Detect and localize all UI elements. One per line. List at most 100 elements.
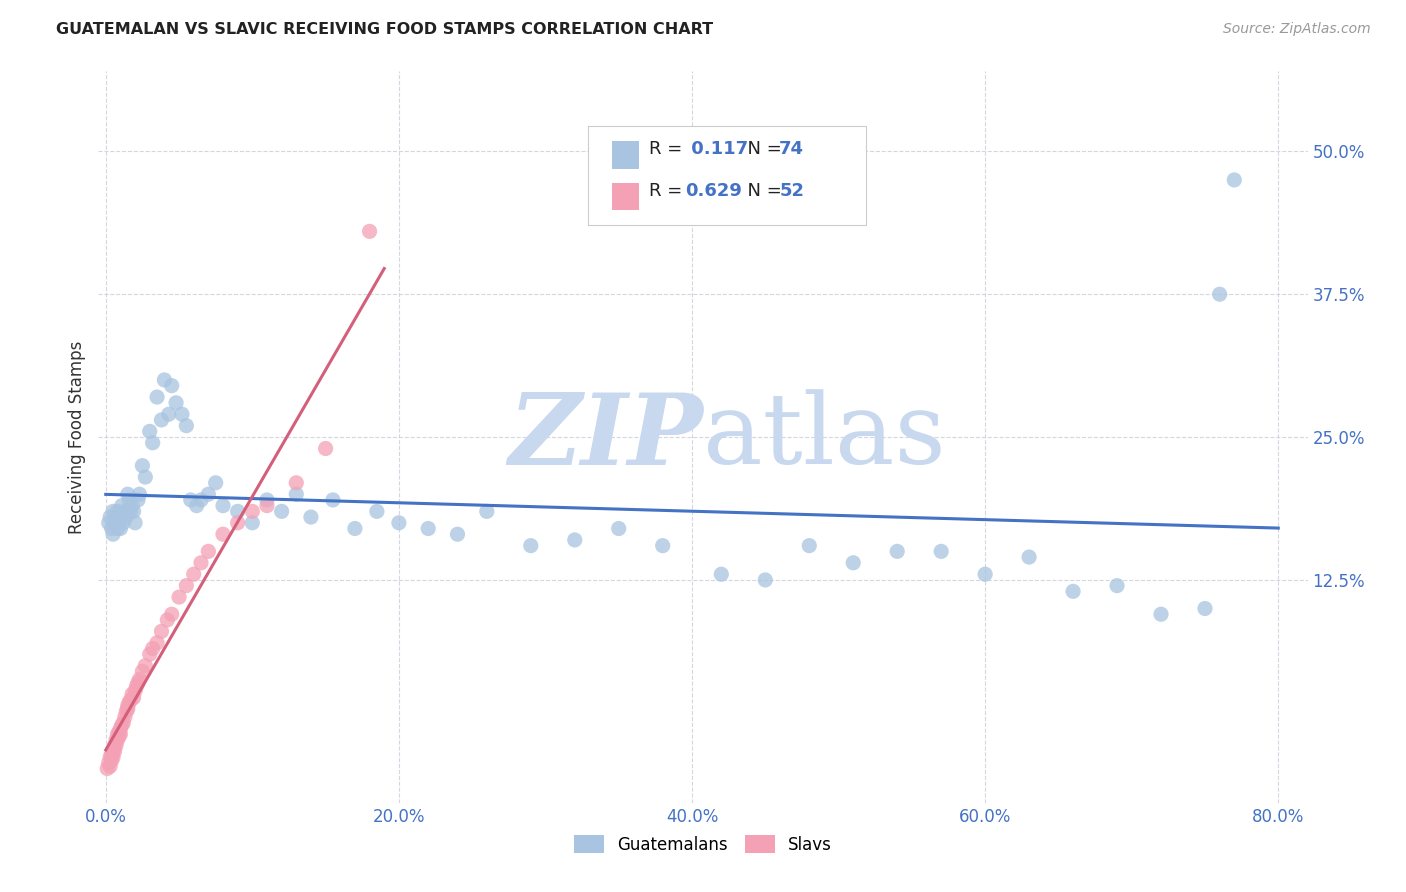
Point bbox=[103, 516, 125, 530]
Point bbox=[105, 739, 128, 753]
Point bbox=[108, 516, 131, 530]
Point bbox=[100, 754, 122, 768]
Point bbox=[212, 499, 235, 513]
Point bbox=[97, 516, 120, 530]
Point bbox=[186, 499, 208, 513]
Point bbox=[117, 504, 139, 518]
Point bbox=[115, 510, 138, 524]
Point bbox=[96, 762, 118, 776]
Point bbox=[1194, 601, 1216, 615]
Point bbox=[117, 702, 139, 716]
Point bbox=[1150, 607, 1173, 622]
Point bbox=[134, 470, 156, 484]
Point bbox=[134, 658, 156, 673]
Point bbox=[475, 504, 498, 518]
Point bbox=[153, 373, 176, 387]
Point bbox=[124, 683, 146, 698]
Point bbox=[124, 516, 146, 530]
Point bbox=[110, 722, 132, 736]
Point bbox=[388, 516, 411, 530]
Point bbox=[240, 516, 263, 530]
Text: Source: ZipAtlas.com: Source: ZipAtlas.com bbox=[1223, 22, 1371, 37]
Text: N =: N = bbox=[735, 140, 787, 158]
Point bbox=[204, 475, 226, 490]
Point bbox=[1105, 579, 1128, 593]
Point bbox=[107, 504, 129, 518]
Point bbox=[122, 690, 145, 705]
Text: R =: R = bbox=[648, 182, 688, 200]
Point bbox=[107, 521, 129, 535]
Point bbox=[150, 624, 173, 639]
Point bbox=[125, 679, 148, 693]
Point bbox=[710, 567, 733, 582]
Point bbox=[127, 492, 149, 507]
Point bbox=[131, 665, 153, 679]
Point bbox=[98, 750, 121, 764]
Point bbox=[108, 725, 131, 739]
Point bbox=[100, 521, 122, 535]
Point bbox=[754, 573, 776, 587]
Point bbox=[190, 492, 212, 507]
Point bbox=[103, 744, 125, 758]
Point bbox=[138, 425, 160, 439]
Point bbox=[98, 759, 121, 773]
Point bbox=[197, 544, 219, 558]
Point bbox=[111, 718, 134, 732]
Point bbox=[418, 521, 440, 535]
Text: ZIP: ZIP bbox=[508, 389, 703, 485]
Text: 52: 52 bbox=[779, 182, 804, 200]
Point bbox=[100, 747, 122, 762]
Point bbox=[183, 567, 205, 582]
Point bbox=[315, 442, 337, 456]
Point bbox=[138, 647, 160, 661]
Point bbox=[520, 539, 543, 553]
Point bbox=[97, 756, 120, 770]
Point bbox=[117, 698, 139, 713]
Point bbox=[322, 492, 344, 507]
Point bbox=[190, 556, 212, 570]
Text: 74: 74 bbox=[779, 140, 804, 158]
Point bbox=[446, 527, 468, 541]
FancyBboxPatch shape bbox=[613, 141, 638, 169]
Point bbox=[108, 730, 131, 744]
Point bbox=[564, 533, 586, 547]
Point bbox=[120, 504, 142, 518]
Point bbox=[157, 407, 180, 421]
Point bbox=[299, 510, 322, 524]
Point bbox=[101, 750, 124, 764]
Point bbox=[110, 510, 132, 524]
Point bbox=[122, 504, 145, 518]
Point bbox=[607, 521, 630, 535]
Point bbox=[651, 539, 673, 553]
Point bbox=[1018, 550, 1040, 565]
Point bbox=[118, 695, 141, 709]
Point bbox=[107, 733, 129, 747]
Point bbox=[111, 499, 134, 513]
Point bbox=[150, 413, 173, 427]
Point bbox=[366, 504, 388, 518]
Point bbox=[270, 504, 292, 518]
Point bbox=[176, 579, 198, 593]
Point bbox=[156, 613, 179, 627]
Point bbox=[180, 492, 202, 507]
Point bbox=[256, 492, 278, 507]
Point bbox=[101, 744, 124, 758]
Point bbox=[1062, 584, 1084, 599]
Point bbox=[110, 521, 132, 535]
Point bbox=[176, 418, 198, 433]
Point bbox=[160, 378, 183, 392]
Point bbox=[115, 705, 138, 719]
Point bbox=[240, 504, 263, 518]
Point bbox=[128, 673, 150, 687]
Point bbox=[127, 675, 149, 690]
Point bbox=[170, 407, 193, 421]
Point bbox=[121, 499, 143, 513]
Point bbox=[212, 527, 235, 541]
Point bbox=[1208, 287, 1230, 301]
Point bbox=[974, 567, 997, 582]
Point bbox=[226, 516, 249, 530]
Point bbox=[120, 693, 142, 707]
Text: 0.117: 0.117 bbox=[685, 140, 748, 158]
Point bbox=[101, 504, 124, 518]
Legend: Guatemalans, Slavs: Guatemalans, Slavs bbox=[568, 829, 838, 860]
